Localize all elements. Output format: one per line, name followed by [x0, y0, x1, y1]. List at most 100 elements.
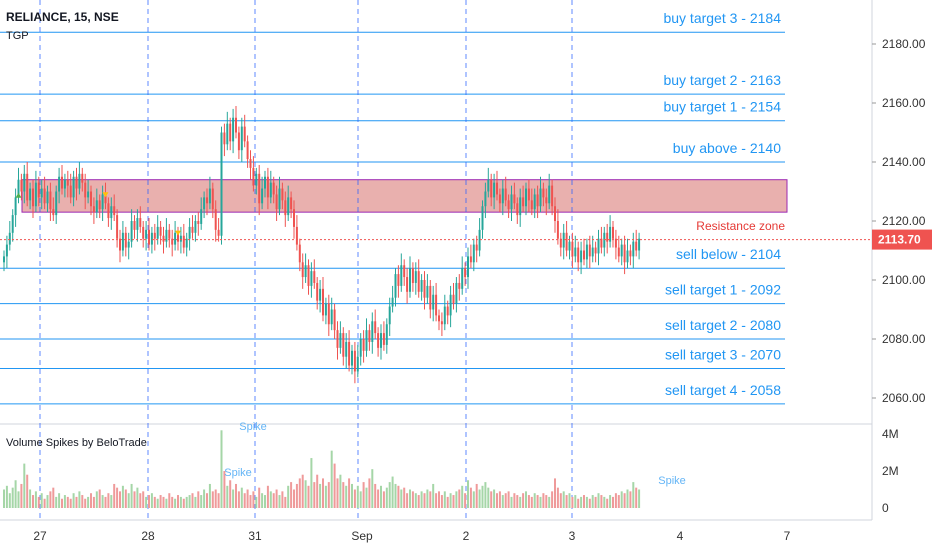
candle-body [98, 200, 101, 210]
candle-body [174, 232, 177, 245]
resistance-zone-layer: Resistance zone [21, 179, 788, 233]
volume-bar [284, 496, 287, 508]
volume-bar [472, 491, 475, 508]
volume-bar [69, 498, 72, 508]
volume-bar [78, 491, 81, 508]
candle-body [275, 194, 278, 210]
volume-bar [345, 485, 348, 508]
candle-body [304, 265, 307, 278]
volume-bar [600, 495, 603, 508]
candle-body [522, 197, 525, 207]
volume-bar [243, 493, 246, 508]
candle-body [310, 271, 313, 286]
candle-body [153, 232, 156, 239]
candle-body [130, 221, 133, 242]
indicator-title[interactable]: TGP [6, 30, 29, 42]
candle-body [556, 221, 559, 239]
candle-body [165, 229, 168, 242]
candle-body [353, 350, 356, 372]
candle-body [266, 176, 269, 198]
volume-bar [409, 489, 411, 508]
volume-bar [501, 495, 504, 508]
y-tick-label: 2080.00 [882, 332, 926, 346]
candle-body [435, 294, 438, 316]
candle-body [37, 182, 40, 198]
volume-bar [116, 487, 119, 508]
volume-bar [313, 482, 316, 508]
volume-bar [206, 493, 208, 508]
candles-layer [3, 105, 641, 384]
volume-bar [478, 489, 481, 508]
candle-body [516, 203, 519, 216]
candle-body [577, 247, 580, 263]
volume-bar [295, 483, 298, 508]
volume-bar [319, 483, 322, 508]
volume-bar [185, 496, 188, 508]
x-tick-label: 27 [33, 529, 47, 543]
volume-bar [90, 493, 92, 508]
volume-bar [597, 493, 600, 508]
candle-body [32, 188, 34, 207]
volume-bar [34, 491, 37, 508]
volume-bar [614, 493, 617, 508]
candle-body [49, 191, 52, 210]
volume-bar [235, 483, 237, 508]
volume-bar [264, 495, 266, 508]
volume-bar [310, 458, 313, 508]
volume-bar [606, 498, 609, 508]
candle-body [3, 256, 5, 263]
session-breaks-layer [39, 0, 573, 520]
candle-body [148, 229, 150, 245]
candle-body [626, 250, 629, 263]
candle-body [110, 206, 113, 219]
volume-bar [316, 474, 319, 508]
candle-body [211, 188, 214, 210]
volume-bar [603, 496, 606, 508]
volume-bar [255, 496, 258, 508]
volume-pane-title[interactable]: Volume Spikes by BeloTrade [6, 437, 147, 449]
volume-bar [124, 489, 127, 508]
candle-body [629, 250, 632, 257]
volume-bar [348, 478, 351, 508]
candle-body [452, 294, 455, 304]
candle-body [145, 229, 148, 239]
volume-bar [455, 491, 458, 508]
x-tick-label: Sep [351, 529, 373, 543]
candle-body [388, 306, 391, 325]
candle-body [293, 209, 295, 227]
volume-bar [498, 491, 501, 508]
volume-bar [20, 483, 23, 508]
candle-body [191, 226, 194, 233]
volume-bar [356, 485, 359, 508]
candle-body [162, 235, 165, 242]
volume-bar [504, 493, 507, 508]
volume-bar [179, 496, 182, 508]
candle-body [23, 173, 26, 192]
candle-body [281, 188, 284, 201]
volume-bar [574, 495, 577, 508]
volume-bar [293, 489, 295, 508]
volume-bar [496, 493, 498, 508]
y-tick-label: 2180.00 [882, 37, 926, 51]
volume-bar [635, 487, 638, 508]
candle-body [458, 282, 461, 289]
candle-body [519, 197, 522, 216]
volume-bar [8, 493, 11, 508]
volume-bar [551, 491, 554, 508]
volume-bar [591, 495, 594, 508]
volume-bar [583, 495, 585, 508]
volume-tick-label: 2M [882, 464, 899, 478]
volume-bar [307, 485, 310, 508]
candle-body [501, 188, 504, 204]
candle-body [284, 200, 287, 216]
volume-bar [461, 485, 464, 508]
volume-bar [220, 430, 223, 508]
symbol-title[interactable]: RELIANCE, 15, NSE [6, 10, 119, 24]
volume-bar [423, 493, 426, 508]
y-tick-label: 2120.00 [882, 214, 926, 228]
candle-body [269, 182, 272, 198]
volume-bar [623, 493, 626, 508]
candle-body [414, 271, 417, 283]
